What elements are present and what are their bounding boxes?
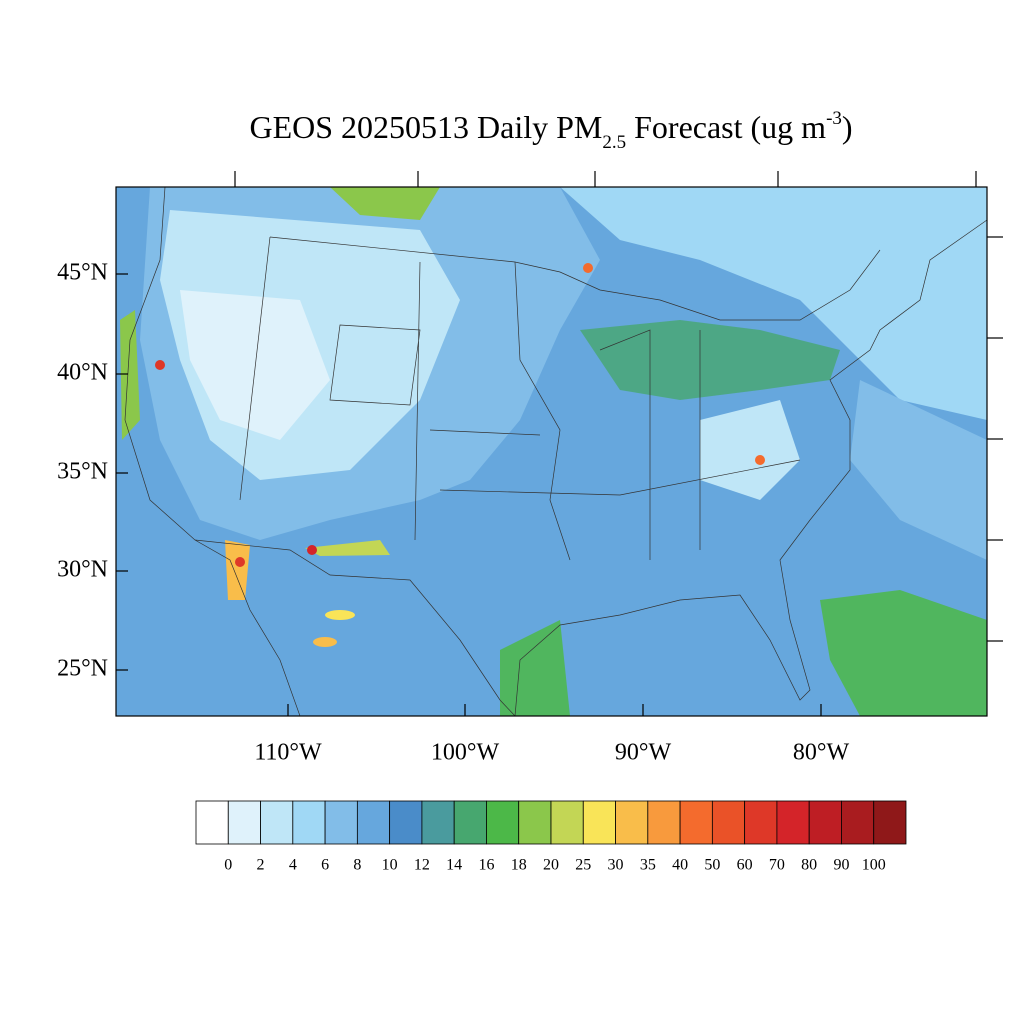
colorbar-label: 35 [640,857,656,874]
title-text: GEOS 20250513 Daily PM [249,109,602,145]
colorbar-label: 30 [608,857,624,874]
colorbar-box [486,800,520,845]
colorbar-label: 25 [575,857,591,874]
colorbar-box [227,800,261,845]
colorbar-box [195,800,229,845]
colorbar-label: 0 [224,857,232,874]
title: GEOS 20250513 Daily PM2.5 Forecast (ug m… [249,108,852,153]
colorbar-label: 8 [353,857,361,874]
colorbar-box [776,800,810,845]
colorbar-label: 70 [769,857,785,874]
colorbar-label: 90 [833,857,849,874]
lon-label: 80°W [793,740,850,766]
map-field [116,187,987,716]
colorbar-label: 100 [862,857,886,874]
colorbar-label: 50 [704,857,720,874]
colorbar-box [550,800,584,845]
colorbar-box [711,800,746,845]
colorbar-box [873,800,907,845]
lon-label: 100°W [431,740,500,766]
title-text: Forecast (ug m [626,109,826,145]
colorbar-label: 4 [289,857,297,874]
colorbar-label: 16 [478,857,494,874]
colorbar-box [356,800,391,845]
colorbar-box [647,800,681,845]
colorbar-box [679,800,713,845]
title-text: ) [842,109,853,145]
colorbar-box [582,800,616,845]
colorbar-box [841,800,875,845]
lat-label: 30°N [57,557,108,583]
lon-label: 90°W [615,740,672,766]
colorbar-box [260,800,294,845]
colorbar-label: 60 [737,857,753,874]
colorbar-label: 80 [801,857,817,874]
map-ticks: 45°N 40°N 35°N 30°N 25°N 110°W 100°W 90°W 80°W [57,171,1003,766]
colorbar-box [324,800,358,845]
lat-label: 40°N [57,360,108,386]
colorbar-box [453,800,487,845]
lat-label: 45°N [57,260,108,286]
colorbar-box [744,800,778,845]
colorbar-label: 14 [446,857,462,874]
lat-label: 35°N [57,459,108,485]
colorbar-label: 20 [543,857,559,874]
lat-label: 25°N [57,656,108,682]
colorbar-label: 10 [382,857,398,874]
colorbar-box [389,800,423,845]
colorbar-box [421,800,455,845]
colorbar-label: 6 [321,857,329,874]
colorbar-box [615,800,649,845]
title-superscript: -3 [826,108,842,129]
colorbar-box [808,800,842,845]
colorbar-box [518,800,552,845]
colorbar: 0 2 4 6 8 10 12 14 16 18 20 25 30 35 40 50 60 70 80 90 100 [195,800,907,874]
colorbar-label: 2 [257,857,265,874]
colorbar-label: 12 [414,857,430,874]
map-frame [115,186,988,717]
colorbar-label: 40 [672,857,688,874]
lon-label: 110°W [254,740,322,766]
title-subscript: 2.5 [602,132,626,153]
colorbar-label: 18 [511,857,527,874]
colorbar-box [292,800,326,845]
